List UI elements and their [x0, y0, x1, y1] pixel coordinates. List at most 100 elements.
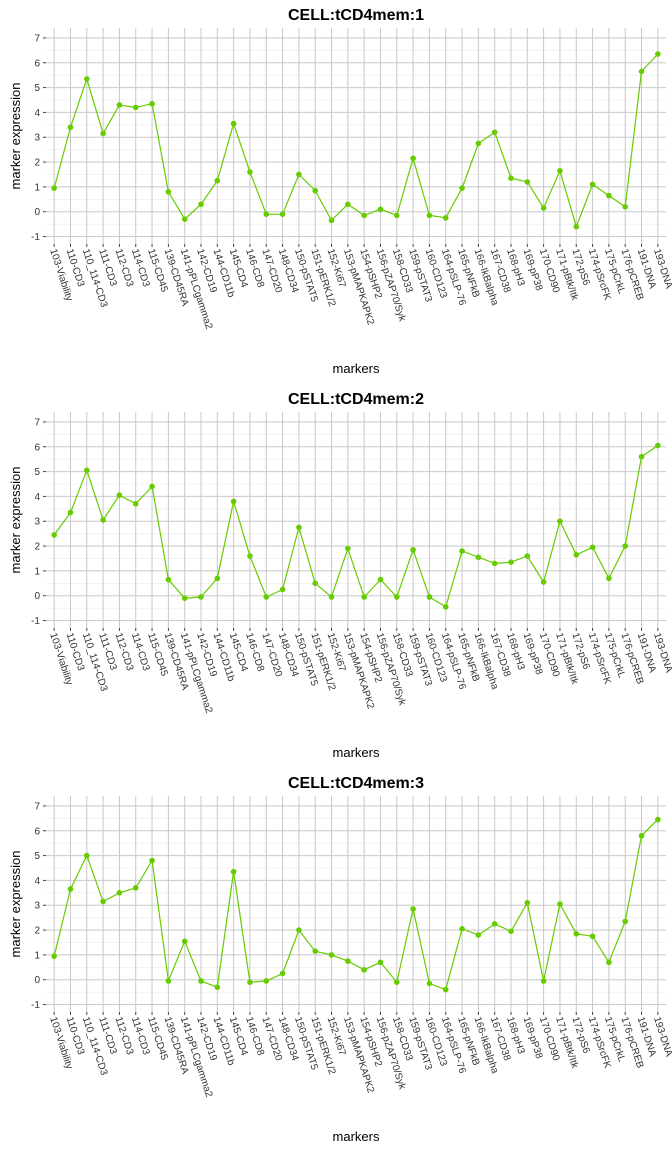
data-point: [230, 120, 237, 127]
series-line: [53, 819, 659, 991]
data-point: [606, 192, 612, 199]
data-point: [459, 548, 465, 554]
data-point: [524, 179, 531, 185]
data-point: [573, 223, 580, 230]
data-point: [442, 986, 449, 993]
data-point: [426, 594, 433, 600]
data-point: [540, 205, 547, 211]
data-point: [67, 124, 74, 131]
data-point: [410, 546, 416, 553]
data-point: [328, 952, 335, 958]
y-tick-label: 4: [34, 492, 40, 503]
y-tick-label: 1: [34, 950, 40, 961]
data-point: [361, 594, 367, 600]
y-tick-label: -1: [31, 616, 40, 627]
data-point: [214, 984, 221, 990]
x-axis-label: markers: [333, 1129, 380, 1144]
data-point: [573, 930, 580, 937]
data-point: [491, 129, 498, 136]
data-point: [328, 217, 335, 224]
data-point: [606, 959, 612, 966]
y-tick-label: 0: [34, 207, 40, 218]
y-axis-label: marker expression: [8, 467, 23, 574]
data-point: [345, 201, 351, 208]
data-point: [67, 509, 74, 516]
data-point: [573, 551, 580, 558]
data-point: [540, 579, 547, 585]
data-point: [459, 185, 465, 191]
data-point: [165, 978, 172, 984]
chart-title: CELL:tCD4mem:1: [288, 7, 424, 24]
x-axis-label: markers: [333, 745, 380, 760]
data-point: [508, 175, 514, 182]
data-point: [116, 890, 123, 896]
data-point: [540, 978, 547, 984]
y-axis-label: marker expression: [8, 851, 23, 958]
data-point: [83, 76, 90, 82]
data-point: [181, 938, 188, 945]
data-point: [51, 185, 57, 191]
chart-1: -101234567103-Viability110-CD3110_114-CD…: [8, 7, 672, 376]
data-point: [491, 921, 498, 927]
data-point: [149, 857, 155, 864]
data-point: [263, 978, 270, 984]
data-point: [279, 586, 286, 593]
data-point: [622, 543, 629, 549]
data-point: [508, 928, 514, 935]
data-point: [361, 966, 367, 973]
y-tick-label: 7: [34, 801, 40, 812]
y-tick-label: 5: [34, 83, 40, 94]
data-point: [622, 203, 629, 210]
data-point: [83, 852, 90, 859]
data-point: [426, 212, 433, 219]
data-point: [296, 927, 302, 933]
data-point: [524, 553, 531, 559]
data-point: [410, 155, 416, 162]
y-tick-label: 1: [34, 182, 40, 193]
data-point: [132, 501, 139, 507]
data-point: [491, 560, 498, 567]
chart-title: CELL:tCD4mem:2: [288, 391, 424, 408]
y-tick-label: 4: [34, 876, 40, 887]
data-point: [116, 102, 123, 108]
data-point: [67, 886, 74, 892]
data-point: [442, 215, 449, 221]
data-point: [655, 816, 661, 823]
data-point: [393, 979, 400, 986]
x-axis-label: markers: [333, 361, 380, 376]
data-point: [361, 212, 367, 219]
data-point: [296, 524, 302, 531]
data-point: [263, 211, 270, 218]
data-point: [247, 979, 253, 986]
data-point: [589, 933, 596, 940]
y-axis-label: marker expression: [8, 83, 23, 190]
data-point: [149, 483, 155, 490]
data-point: [214, 575, 221, 582]
data-point: [83, 467, 90, 474]
chart-3: -101234567103-Viability110-CD3110_114-CD…: [8, 775, 672, 1144]
y-tick-label: 6: [34, 442, 40, 453]
y-tick-label: 2: [34, 926, 40, 937]
data-point: [51, 532, 57, 538]
data-point: [296, 171, 302, 178]
data-point: [51, 953, 57, 959]
data-point: [508, 559, 514, 566]
y-tick-label: 5: [34, 467, 40, 478]
data-point: [589, 181, 596, 188]
data-point: [557, 167, 563, 174]
y-tick-label: 2: [34, 158, 40, 169]
y-tick-label: 3: [34, 517, 40, 528]
data-point: [606, 575, 612, 582]
y-tick-label: 5: [34, 851, 40, 862]
data-point: [475, 932, 482, 938]
data-point: [247, 553, 253, 559]
chart-2: -101234567103-Viability110-CD3110_114-CD…: [8, 391, 672, 760]
data-point: [230, 498, 237, 505]
data-point: [426, 980, 433, 987]
data-point: [149, 100, 155, 107]
data-point: [377, 959, 384, 966]
y-tick-label: 0: [34, 591, 40, 602]
data-point: [328, 594, 335, 600]
y-tick-label: 3: [34, 901, 40, 912]
